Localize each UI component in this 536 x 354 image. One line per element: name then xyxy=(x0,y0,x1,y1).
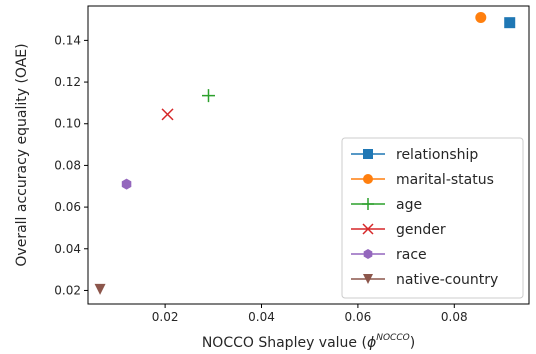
legend-marker-relationship xyxy=(363,149,373,159)
y-tick-label: 0.04 xyxy=(54,242,81,256)
legend-box xyxy=(341,137,524,299)
x-axis-label: NOCCO Shapley value (ϕNOCCO) xyxy=(202,333,415,351)
legend-label-native-country: native-country xyxy=(396,272,498,288)
y-tick-label: 0.06 xyxy=(54,200,81,214)
y-tick-label: 0.14 xyxy=(54,33,81,47)
point-age xyxy=(201,89,215,103)
x-tick-label: 0.04 xyxy=(248,310,275,324)
plot-frame xyxy=(87,5,530,305)
y-axis-label: Overall accuracy equality (OAE) xyxy=(14,43,30,266)
legend-marker-native-country xyxy=(363,274,373,284)
legend-label-marital-status: marital-status xyxy=(396,172,494,188)
legend-label-age: age xyxy=(396,197,422,213)
data-points xyxy=(94,11,516,295)
point-marital-status xyxy=(475,11,487,23)
y-tick-label: 0.02 xyxy=(54,283,81,297)
legend-label-race: race xyxy=(396,247,427,263)
legend-marker-age xyxy=(362,198,374,210)
legend: relationship marital-status age gender race n… xyxy=(341,137,524,299)
y-tick-label: 0.10 xyxy=(54,117,81,131)
legend-marker-race xyxy=(363,249,373,259)
x-tick-label: 0.08 xyxy=(441,310,468,324)
y-tick-label: 0.08 xyxy=(54,158,81,172)
point-gender xyxy=(161,108,174,121)
point-relationship xyxy=(504,17,516,29)
point-race xyxy=(121,178,132,190)
x-tick-label: 0.02 xyxy=(152,310,179,324)
legend-marker-gender xyxy=(362,223,374,235)
y-tick-label: 0.12 xyxy=(54,75,81,89)
axes: 0.02 0.04 0.06 0.08 0.02 0.04 0.06 0.08 0.10 0.12… xyxy=(14,5,530,351)
x-tick-label: 0.06 xyxy=(345,310,372,324)
legend-label-gender: gender xyxy=(396,222,446,238)
legend-label-relationship: relationship xyxy=(396,147,478,163)
legend-marker-marital-status xyxy=(363,174,373,184)
point-native-country xyxy=(94,283,106,295)
